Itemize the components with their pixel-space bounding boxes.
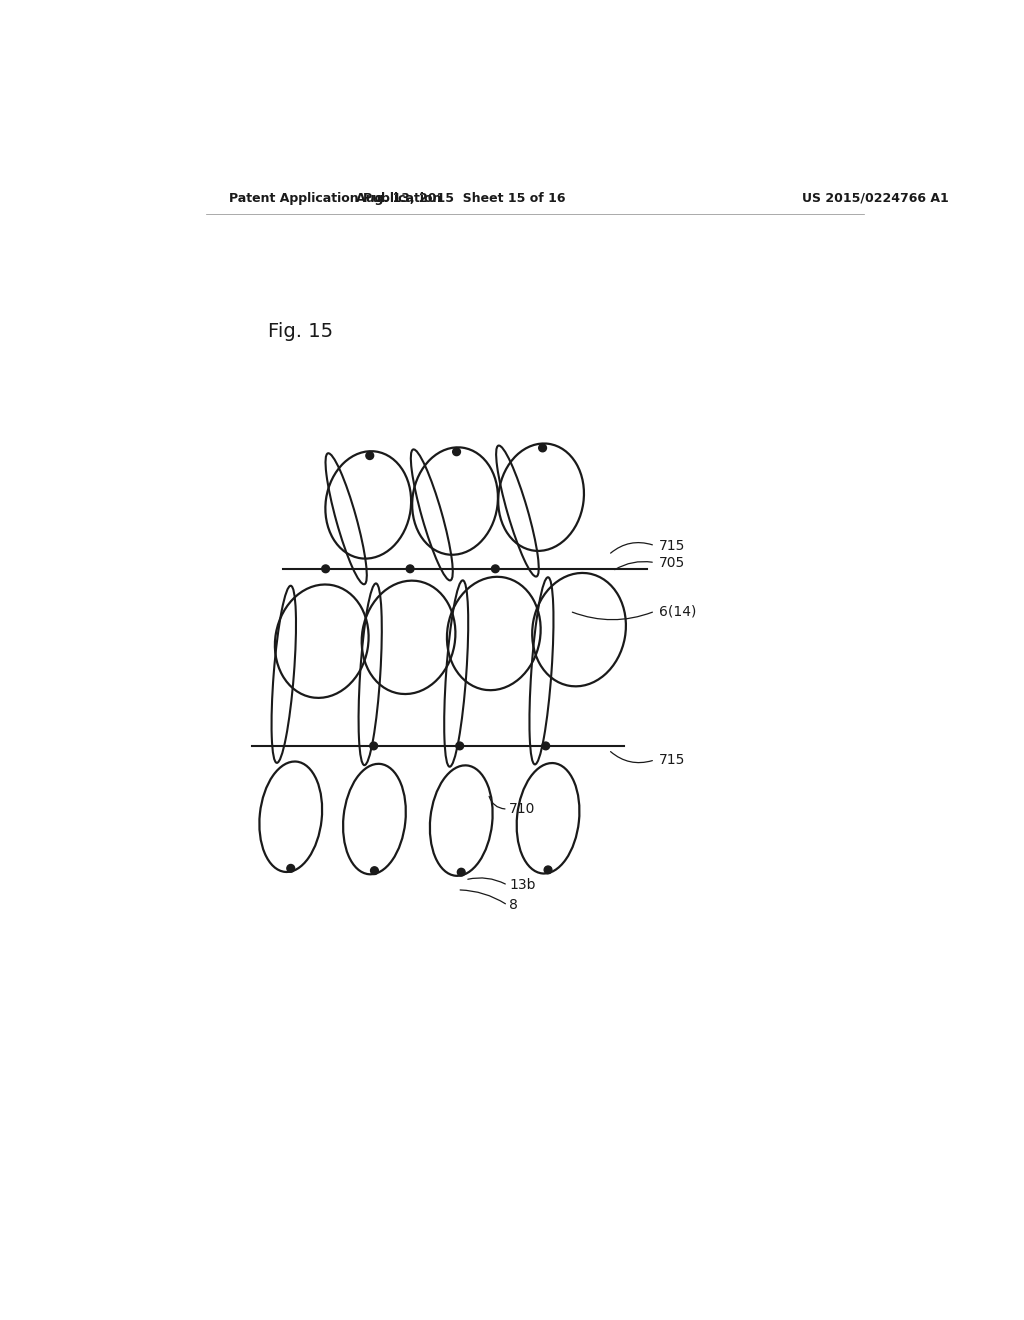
Text: 6(14): 6(14) (658, 605, 696, 618)
Circle shape (453, 447, 461, 455)
Text: Fig. 15: Fig. 15 (267, 322, 333, 341)
Circle shape (456, 742, 464, 750)
Circle shape (370, 742, 378, 750)
Text: 8: 8 (509, 899, 518, 912)
Circle shape (287, 865, 295, 873)
Circle shape (366, 451, 374, 459)
Text: 715: 715 (658, 752, 685, 767)
Text: Aug. 13, 2015  Sheet 15 of 16: Aug. 13, 2015 Sheet 15 of 16 (356, 191, 566, 205)
Circle shape (371, 867, 378, 874)
Text: 705: 705 (658, 556, 685, 570)
Circle shape (544, 866, 552, 874)
Text: US 2015/0224766 A1: US 2015/0224766 A1 (802, 191, 949, 205)
Text: 715: 715 (658, 539, 685, 553)
Text: Patent Application Publication: Patent Application Publication (228, 191, 441, 205)
Circle shape (407, 565, 414, 573)
Circle shape (539, 444, 547, 451)
Text: 710: 710 (509, 803, 536, 816)
Circle shape (322, 565, 330, 573)
Circle shape (492, 565, 500, 573)
Circle shape (542, 742, 550, 750)
Circle shape (458, 869, 465, 876)
Text: 13b: 13b (509, 878, 536, 892)
